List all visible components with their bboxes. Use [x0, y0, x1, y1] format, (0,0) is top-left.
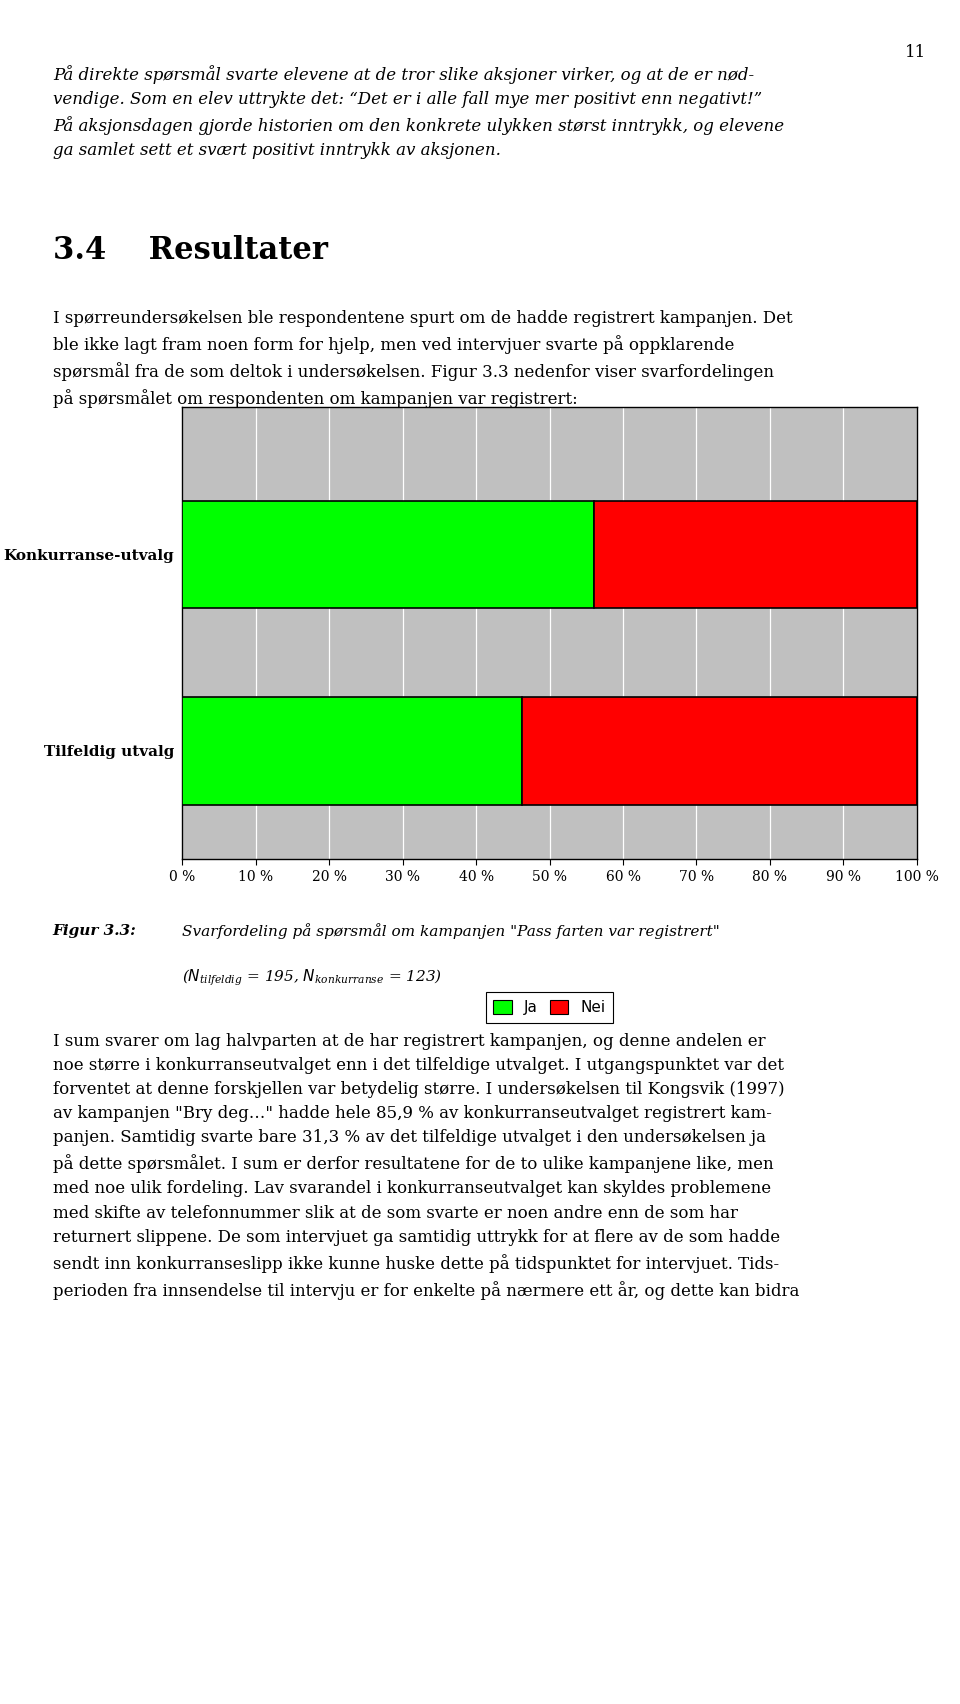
Text: På direkte spørsmål svarte elevene at de tror slike aksjoner virker, og at de er: På direkte spørsmål svarte elevene at de…: [53, 65, 784, 158]
Legend: Ja, Nei: Ja, Nei: [486, 992, 613, 1022]
Bar: [594, 501, 917, 608]
Text: I spørreundersøkelsen ble respondentene spurt om de hadde registrert kampanjen. : I spørreundersøkelsen ble respondentene …: [53, 310, 792, 409]
Text: I sum svarer om lag halvparten at de har registrert kampanjen, og denne andelen : I sum svarer om lag halvparten at de har…: [53, 1033, 799, 1300]
Text: 3.4    Resultater: 3.4 Resultater: [53, 235, 327, 266]
Text: 11: 11: [905, 44, 926, 61]
Bar: [182, 697, 521, 804]
Text: Svarfordeling på spørsmål om kampanjen "Pass farten var registrert": Svarfordeling på spørsmål om kampanjen "…: [182, 924, 720, 939]
Text: ($N_{\mathregular{tilfeldig}}$ = 195, $N_{\mathregular{konkurranse}}$ = 123): ($N_{\mathregular{tilfeldig}}$ = 195, $N…: [182, 968, 443, 988]
Bar: [182, 501, 594, 608]
Text: Figur 3.3:: Figur 3.3:: [53, 924, 136, 937]
Bar: [521, 697, 917, 804]
